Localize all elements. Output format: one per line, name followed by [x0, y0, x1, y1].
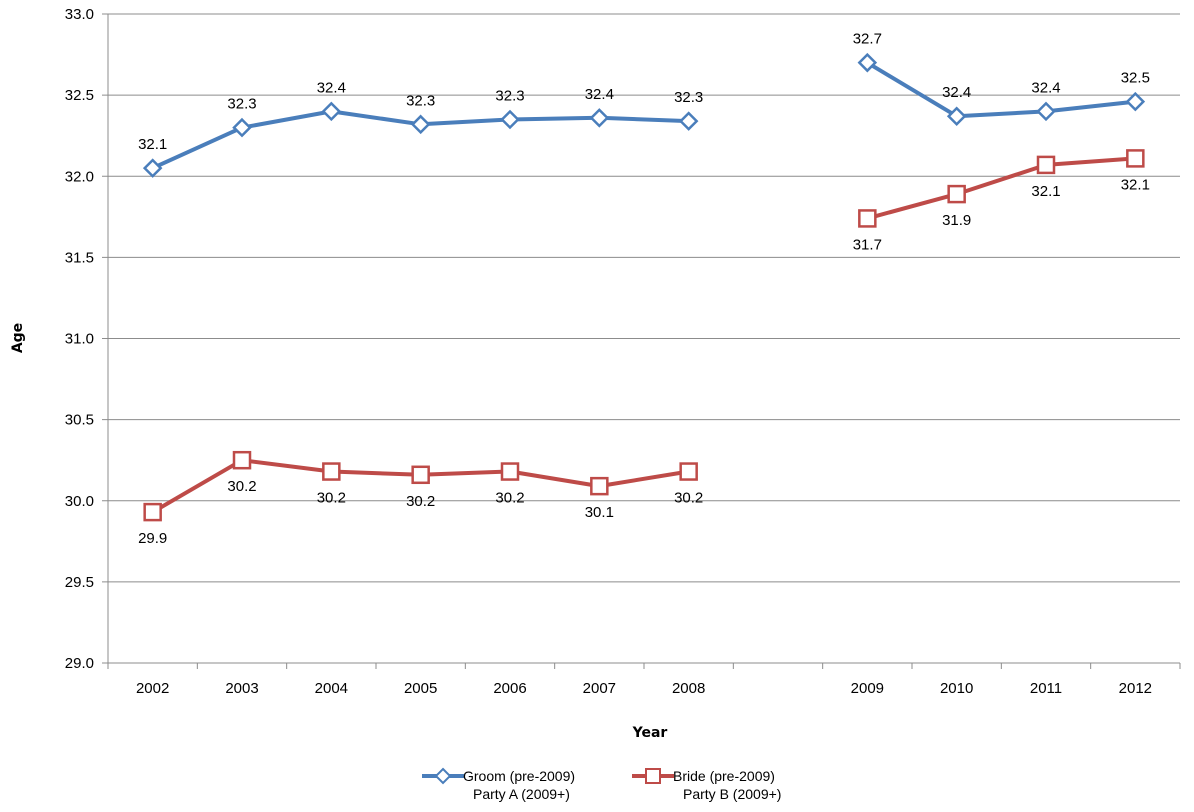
series-2-point [500, 462, 520, 481]
legend: Groom (pre-2009) Party A (2009+) Bride (… [422, 767, 781, 802]
series-2-point [1126, 149, 1145, 168]
series-1-point [678, 111, 699, 131]
series-group [142, 52, 1146, 522]
series-1-point [321, 101, 342, 122]
legend-label-series-1: Groom (pre-2009) [463, 768, 575, 784]
data-label: 30.1 [585, 504, 614, 521]
axes [102, 13, 1181, 669]
y-tick-labels: 29.0 29.5 30.0 30.5 31.0 31.5 32.0 32.5 33.0 [65, 6, 94, 672]
y-axis-title: Age [10, 323, 26, 353]
data-label: 32.4 [585, 86, 614, 103]
series-2-point [322, 462, 341, 481]
series-1-point [410, 114, 431, 135]
data-labels: 32.1 32.3 32.4 32.3 32.3 32.4 32.3 32.7 32.4 32.4… [138, 31, 1150, 547]
y-tick-label: 30.5 [65, 412, 94, 429]
series-2-point [1036, 155, 1056, 175]
data-label: 32.3 [406, 92, 435, 109]
series-2-point [590, 476, 609, 496]
legend-marker-square [645, 768, 661, 784]
data-label: 32.1 [1121, 176, 1150, 193]
y-tick-label: 29.5 [65, 574, 94, 591]
x-tick-label: 2003 [225, 680, 258, 697]
y-tick-label: 31.5 [65, 249, 94, 266]
series-2-point [411, 465, 430, 485]
data-label: 32.5 [1121, 70, 1150, 87]
data-label: 29.9 [138, 530, 167, 547]
y-tick-label: 32.5 [65, 87, 94, 104]
x-tick-labels: 2002 2003 2004 2005 2006 2007 2008 2009 2010 2011… [136, 680, 1152, 697]
data-label: 30.2 [674, 490, 703, 507]
x-tick-label: 2006 [493, 680, 526, 697]
series-2-point [858, 209, 877, 228]
data-label: 32.3 [227, 96, 256, 113]
x-tick-label: 2012 [1119, 680, 1152, 697]
x-tick-label: 2008 [672, 680, 705, 697]
gridlines [108, 13, 1180, 664]
data-label: 32.4 [317, 79, 346, 96]
x-tick-label: 2007 [583, 680, 616, 697]
series-2-line [866, 156, 1136, 221]
legend-label-series-2-line2: Party B (2009+) [683, 786, 781, 802]
series-2-point [143, 502, 162, 522]
y-tick-label: 31.0 [65, 331, 94, 348]
x-tick-label: 2011 [1030, 680, 1062, 697]
x-tick-label: 2009 [851, 680, 884, 697]
data-label: 30.2 [406, 493, 435, 510]
legend-item-series-2: Bride (pre-2009) Party B (2009+) [632, 768, 781, 802]
series-2-point [232, 450, 252, 470]
legend-label-series-1-line2: Party A (2009+) [473, 786, 570, 802]
y-tick-label: 29.0 [65, 655, 94, 672]
data-label: 30.2 [495, 490, 524, 507]
x-tick-label: 2010 [940, 680, 973, 697]
series-1-line [866, 60, 1136, 119]
data-label: 30.2 [317, 490, 346, 507]
series-1-point [142, 158, 163, 178]
series-1-point [857, 52, 878, 73]
data-label: 32.1 [138, 136, 167, 153]
series-1-point [1036, 101, 1056, 122]
data-label: 32.4 [942, 84, 971, 101]
data-label: 31.9 [942, 212, 971, 229]
series-1-point [500, 109, 520, 130]
data-label: 31.7 [853, 236, 882, 253]
y-tick-label: 30.0 [65, 493, 94, 510]
legend-marker-diamond [434, 767, 452, 785]
x-tick-label: 2004 [315, 680, 348, 697]
series-2-point [679, 462, 698, 481]
data-label: 30.2 [227, 478, 256, 495]
legend-item-series-1: Groom (pre-2009) Party A (2009+) [422, 767, 575, 802]
y-tick-label: 33.0 [65, 6, 94, 23]
legend-label-series-2: Bride (pre-2009) [673, 768, 775, 784]
series-1-point [589, 108, 610, 128]
series-1-point [946, 106, 967, 126]
data-label: 32.1 [1031, 183, 1060, 200]
data-label: 32.4 [1031, 79, 1060, 96]
y-tick-label: 32.0 [65, 168, 94, 185]
series-1-point [232, 117, 252, 138]
series-2-point [947, 184, 966, 204]
x-tick-label: 2005 [404, 680, 437, 697]
data-label: 32.7 [853, 31, 882, 48]
x-tick-label: 2002 [136, 680, 169, 697]
series-1-point [1125, 91, 1146, 112]
data-label: 32.3 [495, 87, 524, 104]
data-label: 32.3 [674, 89, 703, 106]
x-axis-title: Year [632, 725, 668, 741]
